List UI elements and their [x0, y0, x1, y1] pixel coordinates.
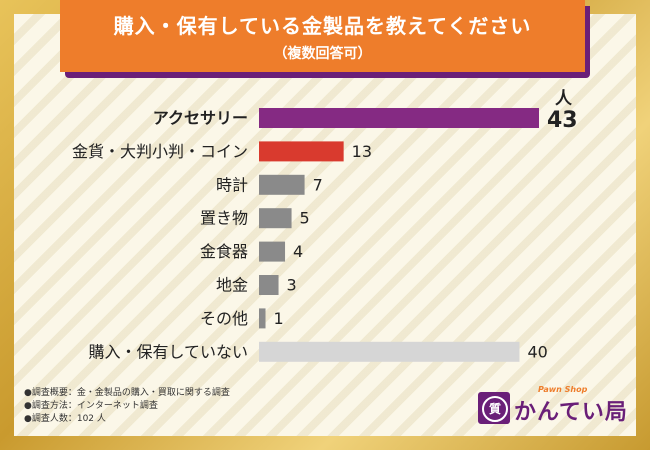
value-label: 40 [527, 342, 547, 361]
title-box: 購入・保有している金製品を教えてください （複数回答可） [60, 0, 585, 72]
unit-label: 人 [555, 89, 573, 109]
category-label: 金食器 [200, 242, 248, 261]
pawn-mark-icon: 質 [478, 392, 510, 424]
chart-panel [14, 14, 636, 436]
note-count: ●調査人数：102 人 [24, 414, 106, 424]
category-label: その他 [200, 309, 248, 328]
value-label: 5 [300, 209, 310, 228]
value-label: 7 [313, 175, 323, 194]
pawn-mark-glyph: 質 [482, 396, 508, 422]
category-label: 時計 [216, 175, 248, 194]
brand-logo: 質 Pawn Shop かんてい局 [478, 384, 628, 428]
value-label: 3 [287, 276, 297, 295]
value-label: 1 [274, 309, 284, 328]
category-label: 金貨・大判小判・コイン [72, 142, 248, 161]
category-label: 地金 [216, 276, 248, 295]
survey-notes: ●調査概要：金・金製品の購入・買取に関する調査 ●調査方法：インターネット調査 … [24, 387, 230, 426]
value-label: 13 [352, 142, 372, 161]
bar [259, 275, 279, 295]
logo-name: かんてい局 [514, 400, 628, 425]
chart-subtitle: （複数回答可） [273, 46, 372, 62]
bar [259, 241, 286, 262]
note-method: ●調査方法：インターネット調査 [24, 401, 158, 411]
chart-title: 購入・保有している金製品を教えてください [113, 14, 532, 38]
category-label: 置き物 [200, 209, 248, 228]
category-label: 購入・保有していない [88, 342, 248, 361]
bar [259, 308, 266, 329]
bar [259, 341, 520, 362]
bar [259, 208, 292, 229]
bar [259, 108, 539, 128]
category-label: アクセサリー [153, 109, 248, 128]
value-label: 4 [293, 242, 303, 261]
value-label: 43 [547, 108, 578, 133]
note-overview: ●調査概要：金・金製品の購入・買取に関する調査 [24, 388, 230, 398]
title-banner: 購入・保有している金製品を教えてください （複数回答可） [60, 0, 590, 78]
bar [259, 141, 344, 162]
bar [259, 174, 305, 195]
logo-tagline: Pawn Shop [538, 385, 588, 394]
